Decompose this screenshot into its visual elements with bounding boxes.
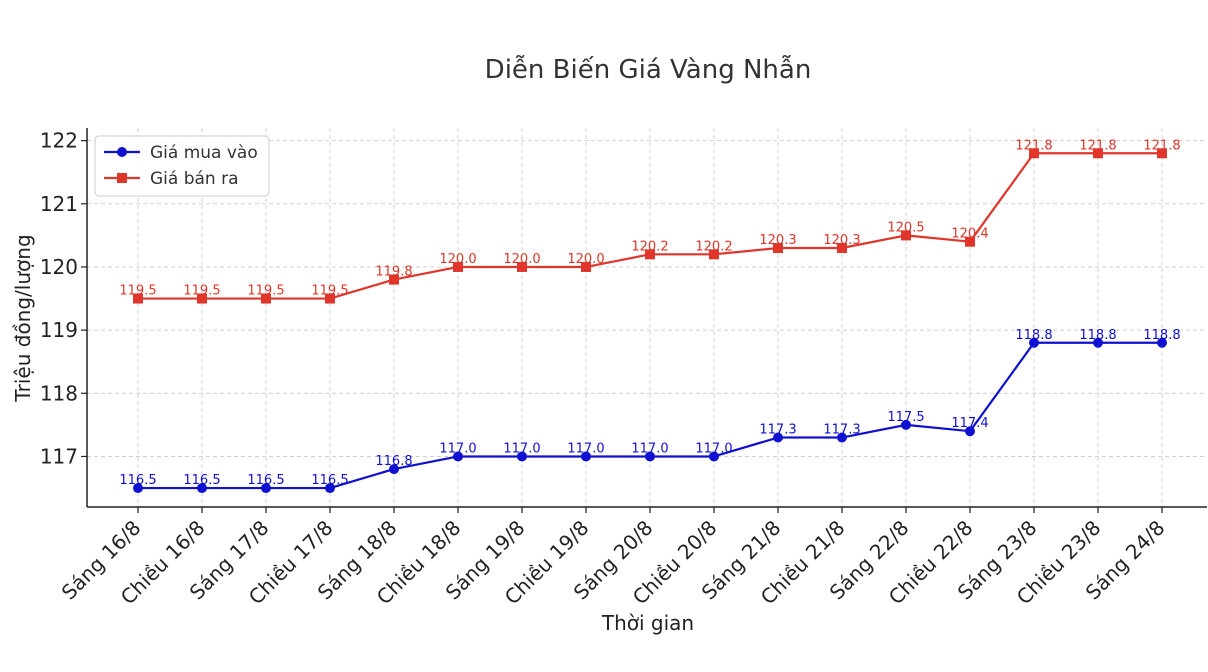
data-point (837, 243, 847, 254)
y-axis-label: Triệu đồng/lượng (11, 234, 35, 402)
data-point (389, 274, 399, 285)
data-point (1157, 337, 1167, 348)
data-point (197, 293, 207, 304)
data-point (517, 451, 527, 462)
data-label: 120.3 (823, 233, 860, 248)
series-2: 119.5 119.5 119.5 119.5 119.8 120.0 120.0 120.0… (119, 138, 1181, 304)
data-point (645, 249, 655, 260)
data-label: 117.0 (631, 441, 668, 456)
data-point (773, 432, 783, 443)
data-point (197, 483, 207, 494)
data-label: 119.5 (311, 284, 348, 299)
y-tick-label: 121 (40, 192, 78, 216)
data-label: 120.3 (759, 233, 796, 248)
data-point (901, 419, 911, 430)
data-label: 120.4 (951, 227, 988, 242)
data-point (709, 451, 719, 462)
data-point (1093, 337, 1103, 348)
data-label: 117.0 (503, 441, 540, 456)
data-label: 119.5 (119, 284, 156, 299)
data-point (901, 230, 911, 241)
x-axis-label: Thời gian (601, 611, 694, 635)
data-point (389, 464, 399, 475)
data-label: 120.5 (887, 220, 924, 235)
data-point (453, 451, 463, 462)
data-point (581, 451, 591, 462)
data-label: 120.2 (695, 239, 732, 254)
legend-marker (117, 173, 127, 183)
y-tick-label: 119 (40, 318, 78, 342)
series-1: 116.5 116.5 116.5 116.5 116.8 117.0 117.0 117.0… (119, 328, 1181, 494)
data-point (773, 243, 783, 254)
data-label: 116.5 (247, 473, 284, 488)
legend-label: Giá mua vào (150, 143, 258, 163)
series-layer: 116.5 116.5 116.5 116.5 116.8 117.0 117.0 117.0… (119, 138, 1181, 494)
data-point (517, 261, 527, 272)
data-label: 119.8 (375, 265, 412, 280)
data-label: 117.0 (695, 441, 732, 456)
data-label: 119.5 (247, 284, 284, 299)
data-label: 116.8 (375, 454, 412, 469)
data-label: 118.8 (1015, 328, 1052, 343)
data-label: 116.5 (311, 473, 348, 488)
data-label: 116.5 (183, 473, 220, 488)
data-point (1093, 148, 1103, 159)
data-label: 120.0 (503, 252, 540, 267)
data-point (133, 483, 143, 494)
data-point (325, 293, 335, 304)
y-tick-label: 120 (40, 255, 78, 279)
data-point (261, 293, 271, 304)
data-label: 121.8 (1079, 138, 1116, 153)
data-point (453, 261, 463, 272)
data-label: 117.0 (439, 441, 476, 456)
data-label: 120.0 (439, 252, 476, 267)
data-label: 117.3 (759, 423, 796, 438)
legend-marker (117, 147, 127, 157)
data-point (325, 483, 335, 494)
y-tick-label: 118 (40, 381, 78, 405)
data-label: 118.8 (1143, 328, 1180, 343)
data-label: 119.5 (183, 284, 220, 299)
data-label: 120.0 (567, 252, 604, 267)
data-point (1157, 148, 1167, 159)
data-label: 118.8 (1079, 328, 1116, 343)
data-point (645, 451, 655, 462)
data-point (837, 432, 847, 443)
data-label: 120.2 (631, 239, 668, 254)
data-point (1029, 337, 1039, 348)
data-point (965, 236, 975, 247)
data-point (1029, 148, 1039, 159)
axes (81, 128, 1207, 513)
data-label: 117.3 (823, 423, 860, 438)
y-tick-label: 122 (40, 129, 78, 153)
data-point (581, 261, 591, 272)
data-label: 121.8 (1015, 138, 1052, 153)
data-label: 117.4 (951, 416, 988, 431)
y-tick-label: 117 (40, 444, 78, 468)
data-point (133, 293, 143, 304)
data-point (709, 249, 719, 260)
data-point (965, 426, 975, 437)
legend-label: Giá bán ra (150, 169, 239, 189)
data-label: 121.8 (1143, 138, 1180, 153)
data-label: 117.0 (567, 441, 604, 456)
data-label: 117.5 (887, 410, 924, 425)
data-point (261, 483, 271, 494)
chart-title: Diễn Biến Giá Vàng Nhẫn (485, 54, 812, 85)
legend: Giá mua vào Giá bán ra (94, 135, 270, 197)
data-label: 116.5 (119, 473, 156, 488)
